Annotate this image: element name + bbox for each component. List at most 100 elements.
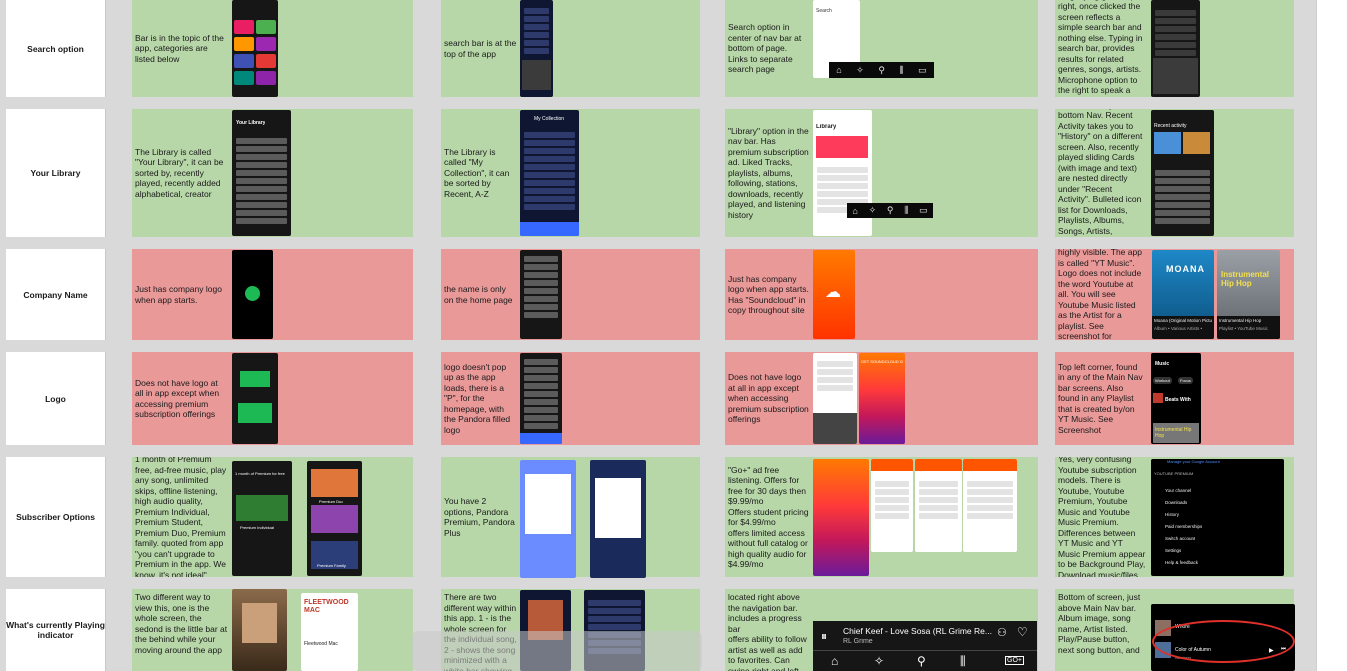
- heart-icon: ♡: [1017, 625, 1028, 639]
- plan-card: [525, 474, 571, 534]
- cell-text: located right above the navigation bar. …: [728, 592, 807, 671]
- soundcloud-navbar: ⌂ ✧ ⚲ ⫼ ▭: [847, 203, 933, 218]
- album-art: [242, 603, 277, 643]
- card: [1154, 132, 1181, 154]
- horizontal-scrollbar[interactable]: [412, 631, 702, 671]
- row-label-2: Company Name: [6, 249, 106, 340]
- search-icon: ⚲: [917, 654, 926, 668]
- row-label-1: Your Library: [6, 109, 106, 237]
- right-margin: [1316, 0, 1347, 671]
- library-title: Library: [816, 124, 837, 130]
- cell-pandora-0: search bar is at the top of the app: [441, 0, 700, 97]
- promo-card: [238, 403, 272, 423]
- category-tile: [256, 20, 276, 34]
- category-tile: [234, 71, 254, 85]
- pandora-home-screenshot: [520, 250, 562, 339]
- library-icon: ⫼: [904, 205, 909, 215]
- player-song: Chief Keef - Love Sosa (RL Grime Re...: [843, 626, 992, 636]
- cell-text: "Go+" ad free listening. Offers for free…: [728, 464, 809, 570]
- upgrade-icon: ▭: [918, 64, 927, 75]
- home-icon: ⌂: [831, 654, 839, 668]
- menu-item: Downloads: [1165, 500, 1188, 505]
- plan-card: [311, 505, 358, 533]
- soundcloud-plans-screenshot-4: [963, 459, 1017, 552]
- menu-item: History: [1165, 512, 1180, 517]
- cell-text: Search option in center of nav bar at bo…: [728, 22, 802, 75]
- library-icon: ⫼: [960, 654, 966, 668]
- plan-name: Premium Individual: [240, 525, 275, 530]
- cell-text: You have 2 options, Pandora Premium, Pan…: [444, 496, 515, 538]
- search-title: Search: [816, 8, 832, 14]
- cell-text: The Library is called "Your Library", it…: [135, 146, 224, 199]
- ytm-search-screenshot: [1151, 0, 1200, 97]
- soundcloud-player-bar: ⏸ Chief Keef - Love Sosa (RL Grime Re... R…: [813, 621, 1037, 671]
- photo: [813, 413, 857, 444]
- bulb-icon: ✧: [874, 654, 885, 668]
- cell-text: "Library" option in the nav bar. Has pre…: [728, 125, 809, 220]
- thumb: [1153, 423, 1199, 443]
- category-tile: [234, 54, 254, 68]
- fleetwood-screenshot: FLEETWOOD MAC Fleetwood Mac: [301, 593, 358, 671]
- instrumental-screenshot: Instrumental Hip Hop Instrumental Hip Hop…: [1217, 250, 1280, 339]
- menu-item: Help & feedback: [1165, 560, 1199, 565]
- moana-sub: Album • Various Artists •: [1154, 326, 1203, 331]
- menu-item: Your channel: [1165, 488, 1192, 493]
- bulb-icon: ✧: [868, 205, 877, 215]
- cell-text: logo doesn't pop up as the app loads, th…: [444, 361, 511, 435]
- ytm-logo-text: Music: [1155, 361, 1170, 367]
- pandora-plans-screenshot: [520, 460, 576, 578]
- spotify-splash-screenshot: [232, 250, 273, 339]
- spotify-premium-logo-screenshot: [232, 353, 278, 444]
- row-gap: [6, 237, 1316, 249]
- menu-item: Settings: [1165, 548, 1182, 553]
- plan-card: [595, 478, 641, 538]
- menu-item: Switch account: [1165, 536, 1196, 541]
- upgrade-title: GET SOUNDCLOUD GO+: [861, 359, 903, 364]
- category-tile: [256, 71, 276, 85]
- banner: [871, 459, 913, 471]
- caption-band: [1152, 316, 1214, 339]
- banner: [915, 459, 962, 471]
- pandora-logo-screenshot: [520, 353, 562, 444]
- plan-name: Premium Family: [317, 563, 346, 568]
- row-label-4: Subscriber Options: [6, 457, 106, 577]
- search-icon: ⚲: [878, 64, 885, 75]
- promo-card: [240, 371, 270, 387]
- spotify-library-screenshot: Your Library: [232, 110, 291, 236]
- pandora-bottom-bar: [520, 433, 562, 444]
- spotify-logo-icon: [245, 286, 260, 301]
- premium-header: YOUTUBE PREMIUM: [1154, 471, 1194, 476]
- moana-title: MOANA: [1166, 264, 1205, 274]
- home-icon: ⌂: [836, 65, 842, 75]
- thumb: [1153, 393, 1163, 403]
- cell-text: Just has company logo when app starts. H…: [728, 273, 809, 316]
- premium-ad: [816, 136, 868, 158]
- moana-caption: Moana (Original Motion Picture Soundtrac…: [1154, 318, 1212, 323]
- cell-text: Does not have logo at all in app except …: [728, 372, 809, 425]
- plan-card: [311, 541, 358, 569]
- instrumental-sub: Playlist • YouTube Music: [1219, 326, 1268, 331]
- column-gap: [106, 0, 132, 671]
- row-gap: [6, 340, 1316, 352]
- row-label-0: Search option: [6, 0, 106, 97]
- category-tile: [234, 37, 254, 51]
- library-title: My Collection: [534, 116, 565, 122]
- plan-card: [311, 469, 358, 497]
- soundcloud-screen-a: [813, 353, 857, 444]
- soundcloud-plans-screenshot-3: [915, 459, 962, 552]
- column-gap: [1294, 0, 1316, 671]
- red-highlight-circle: [1152, 620, 1295, 663]
- caption-band: [1217, 316, 1280, 339]
- menu-item: Paid memberships: [1165, 524, 1203, 529]
- cell-text: "Youtube Music" not highly visible. The …: [1058, 249, 1142, 340]
- cell-text: Bar is in the topic of the app, categori…: [135, 32, 224, 64]
- left-gutter: [0, 0, 6, 671]
- upgrade-icon: ▭: [919, 205, 928, 215]
- column-gap: [413, 0, 441, 671]
- plan-card: [236, 495, 288, 521]
- plan-name: Premium Duo: [319, 499, 344, 504]
- row-gap: [6, 577, 1316, 589]
- pandora-search-screenshot: [520, 0, 553, 97]
- cell-text: The Library is called "My Collection", i…: [444, 146, 510, 199]
